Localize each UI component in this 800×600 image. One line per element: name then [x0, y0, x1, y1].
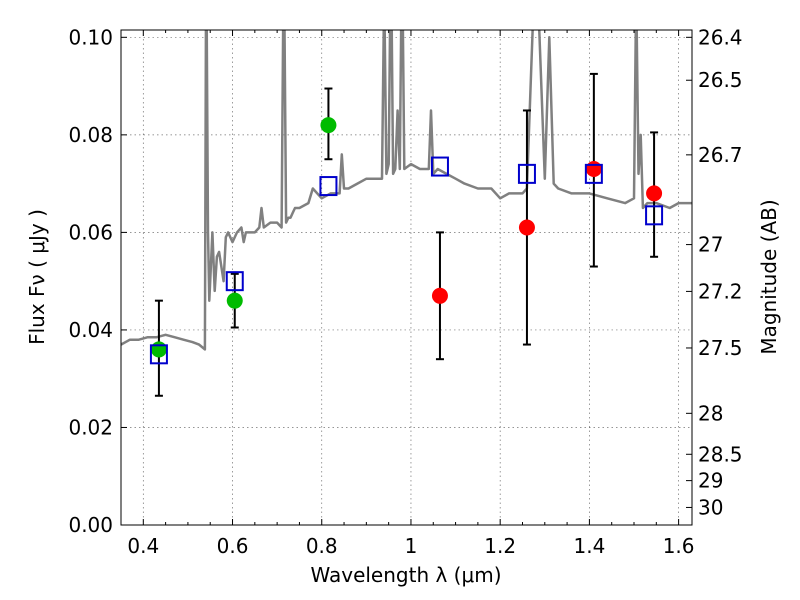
magnitude-axis-label: Magnitude (AB)	[757, 199, 781, 354]
magnitude-tick-label: 27	[698, 233, 723, 257]
model-band-square	[430, 156, 449, 177]
model-band-square	[584, 163, 603, 184]
magnitude-tick-label: 28.5	[698, 442, 743, 466]
y-tick-label: 0.00	[68, 513, 113, 537]
x-tick-label: 1.6	[663, 534, 695, 558]
plot-frame	[120, 29, 693, 526]
x-tick-label: 0.6	[217, 534, 249, 558]
x-tick-label: 0.8	[306, 534, 338, 558]
data-point-red	[646, 185, 663, 202]
data-point-green	[320, 117, 337, 134]
x-axis-label: Wavelength λ (μm)	[310, 563, 501, 587]
x-tick-label: 1.2	[484, 534, 516, 558]
x-tick-label: 1	[405, 534, 418, 558]
grid	[121, 30, 692, 526]
data-point-green	[226, 292, 243, 309]
y-tick-label: 0.06	[68, 220, 113, 244]
magnitude-tick-label: 26.5	[698, 68, 743, 92]
data-point-red	[585, 160, 602, 177]
data-point-red	[431, 287, 448, 304]
magnitude-tick-label: 27.2	[698, 279, 743, 303]
data-point-red	[518, 219, 535, 236]
y-tick-label: 0.10	[68, 25, 113, 49]
model-band-square	[319, 176, 338, 197]
magnitude-tick-label: 27.5	[698, 336, 743, 360]
y-tick-label: 0.04	[68, 318, 113, 342]
magnitude-tick-label: 26.7	[698, 143, 743, 167]
axis-ticks: 0.4 0.6 0.8 1 1.2 1.4 1.6 0.00 0.02 0.04 0.06 0.08 0…	[68, 25, 742, 558]
y-axis-label: Flux Fν ( μJy )	[25, 209, 49, 345]
spectrum-line	[121, 30, 692, 351]
model-band-square	[517, 163, 536, 184]
model-band-square	[645, 205, 664, 226]
model-band-square	[149, 344, 168, 365]
magnitude-tick-label: 29	[698, 469, 723, 493]
magnitude-tick-label: 26.4	[698, 25, 743, 49]
data-point-green	[150, 341, 167, 358]
magnitude-tick-label: 28	[698, 401, 723, 425]
y-tick-label: 0.02	[68, 415, 113, 439]
x-tick-label: 1.4	[573, 534, 605, 558]
plot-area	[121, 30, 692, 397]
x-tick-label: 0.4	[127, 534, 159, 558]
model-band-square	[225, 271, 244, 292]
y-tick-label: 0.08	[68, 123, 113, 147]
magnitude-tick-label: 30	[698, 495, 723, 519]
